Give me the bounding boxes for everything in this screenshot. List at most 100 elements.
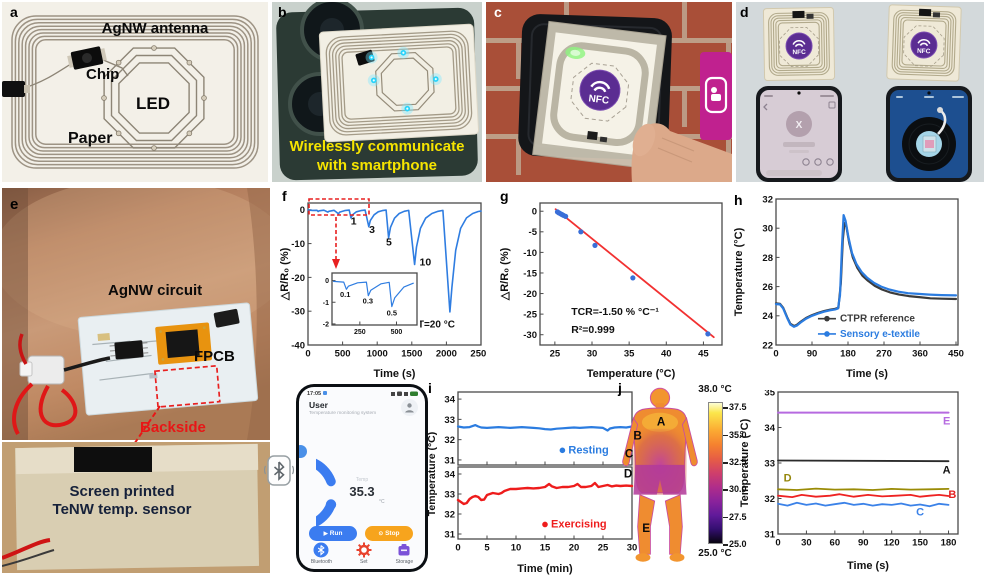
svg-text:Time (s): Time (s)	[847, 560, 889, 572]
bluetooth-icon	[263, 455, 295, 486]
temp-unit: °C	[379, 499, 385, 505]
svg-text:D: D	[624, 468, 632, 481]
panel-a: a AgNW antenna Chip LED Paper	[2, 2, 268, 182]
svg-text:Exercising: Exercising	[551, 518, 607, 530]
svg-text:24: 24	[762, 311, 773, 322]
svg-text:34: 34	[444, 395, 455, 406]
svg-text:0: 0	[305, 349, 310, 360]
status-time: 17:05	[307, 390, 328, 397]
play-icon: ▶	[323, 530, 328, 537]
stop-button[interactable]: ⊙ Stop	[365, 526, 413, 541]
colorbar-max-label: 38.0 °C	[698, 384, 732, 395]
svg-text:270: 270	[876, 349, 892, 360]
panel-letter-g: g	[500, 188, 509, 204]
agnw-antenna-illustration	[2, 15, 259, 169]
svg-text:0: 0	[325, 278, 329, 285]
panel-letter-h: h	[734, 192, 743, 208]
svg-text:90: 90	[807, 349, 818, 360]
svg-text:Time (s): Time (s)	[374, 368, 416, 380]
label-chip: Chip	[86, 66, 120, 83]
svg-text:20: 20	[569, 543, 580, 554]
svg-text:25: 25	[598, 543, 609, 554]
svg-text:X: X	[796, 120, 803, 131]
panel-c: NFC c	[486, 2, 732, 182]
chart-g: 25 30 35 40 45 0 -5 -10 -15 -20 -25 -30 Temperature …	[499, 202, 723, 380]
nav-storage[interactable]: Storage	[396, 542, 413, 565]
stop-icon: ⊙	[378, 530, 384, 537]
svg-text:Temperature (°C): Temperature (°C)	[587, 368, 676, 380]
svg-text:Temperature (°C): Temperature (°C)	[733, 227, 745, 316]
svg-text:30: 30	[587, 349, 598, 360]
svg-text:32: 32	[762, 194, 773, 205]
panel-letter-e: e	[10, 196, 19, 213]
panel-letter-a: a	[10, 4, 18, 20]
chart-f-inset: 250 500 0 -1 -2 0.1 0.3 0.5	[318, 270, 420, 340]
label-sensor-2: TeNW temp. sensor	[52, 501, 192, 518]
label-fpcb: FPCB	[194, 348, 235, 365]
svg-text:5: 5	[386, 237, 392, 249]
svg-text:0.3: 0.3	[363, 296, 373, 305]
phone-screen: 17:05 User Temperature monitoring system…	[299, 387, 425, 569]
svg-text:32: 32	[444, 509, 455, 520]
svg-text:△R/R₀ (%): △R/R₀ (%)	[499, 247, 511, 301]
svg-text:1: 1	[351, 215, 357, 227]
panel-letter-d: d	[740, 4, 749, 20]
two-phones-nfc-photo: NFC NFC X	[736, 2, 984, 182]
svg-text:33: 33	[444, 489, 455, 500]
svg-text:C: C	[916, 507, 924, 519]
panel-e: e AgNW circuit FPCB Backside Screen prin…	[2, 188, 270, 573]
panel-letter-f: f	[282, 188, 287, 204]
chart-h: 0 90 180 270 360 450 22 24 26 28 30 32 Time (s) Tempe…	[733, 194, 964, 380]
status-bar: 17:05	[307, 390, 420, 397]
svg-text:TCR=-1.50 % °C⁻¹: TCR=-1.50 % °C⁻¹	[571, 306, 659, 318]
colorbar-min-label: 25.0 °C	[698, 548, 732, 559]
svg-text:450: 450	[948, 349, 964, 360]
run-button[interactable]: ▶ Run	[309, 526, 357, 541]
panel-b: b Wirelessly communicate with smartphone	[272, 2, 482, 182]
panel-f: f 050010001500200025000-10-20-30-40Time …	[278, 186, 486, 380]
panel-d: NFC NFC X d	[736, 2, 984, 182]
floating-bluetooth-button[interactable]	[299, 445, 307, 458]
wrist-sensor-photo	[2, 188, 270, 573]
temp-label: Temp	[355, 477, 369, 483]
panel-i: i Temperature (°C) 31 32 33 34 Resting 0 5 10 1…	[418, 378, 640, 575]
svg-text:35: 35	[624, 349, 635, 360]
avatar[interactable]	[401, 399, 418, 416]
svg-text:28: 28	[762, 253, 773, 264]
svg-text:1000: 1000	[367, 349, 388, 360]
svg-text:150: 150	[912, 538, 928, 549]
app-subtitle: Temperature monitoring system	[309, 411, 377, 416]
panel-letter-j: j	[618, 380, 622, 396]
svg-text:32: 32	[444, 435, 455, 446]
label-agnw-antenna: AgNW antenna	[101, 20, 209, 37]
nav-set[interactable]: Set	[356, 542, 372, 565]
temperature-ring-gauge	[316, 458, 337, 528]
svg-text:-20: -20	[523, 289, 537, 300]
svg-text:31: 31	[444, 455, 455, 466]
svg-text:31: 31	[444, 529, 455, 540]
svg-text:0: 0	[532, 207, 537, 218]
nav-bluetooth[interactable]: Bluetooth	[311, 542, 332, 565]
app-nav: Bluetooth Set Storage	[299, 542, 425, 565]
svg-text:0: 0	[775, 538, 780, 549]
svg-text:-1: -1	[323, 300, 329, 307]
panel-g: g 25 30 35 40 45 0 -5 -10 -15 -20 -25 -30 Temperatur…	[486, 186, 732, 380]
status-icons	[391, 391, 418, 396]
svg-text:33: 33	[764, 458, 775, 469]
label-led: LED	[136, 94, 170, 113]
svg-text:2000: 2000	[436, 349, 457, 360]
svg-text:A: A	[943, 465, 951, 477]
svg-text:26: 26	[762, 282, 773, 293]
svg-text:B: B	[948, 489, 956, 501]
svg-text:-40: -40	[291, 340, 305, 351]
svg-text:10: 10	[511, 543, 522, 554]
label-backside: Backside	[140, 419, 206, 436]
svg-text:△T=20 °C: △T=20 °C	[409, 319, 455, 330]
svg-text:30: 30	[762, 224, 773, 235]
svg-text:90: 90	[858, 538, 869, 549]
svg-text:E: E	[642, 522, 650, 535]
svg-text:3: 3	[369, 224, 375, 236]
svg-text:32: 32	[764, 494, 775, 505]
panel-letter-i: i	[428, 380, 432, 396]
